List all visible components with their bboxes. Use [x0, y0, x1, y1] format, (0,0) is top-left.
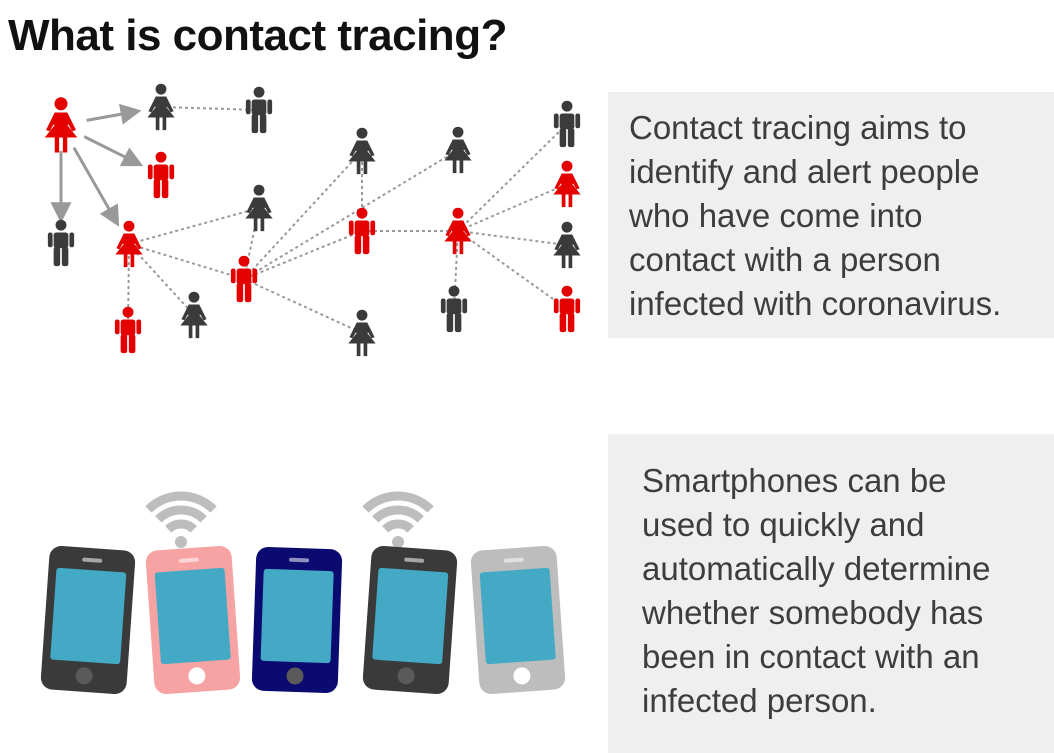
contact-link [243, 150, 363, 280]
contact-person-icon [440, 285, 468, 333]
contact-link [457, 230, 568, 246]
smartphones-explanation: Smartphones can be used to quickly and a… [608, 434, 1054, 753]
contact-dress-icon [245, 184, 273, 232]
contact-links [127, 106, 568, 334]
contact-link [243, 278, 363, 334]
contact-person-icon [245, 86, 273, 134]
page-title: What is contact tracing? [8, 11, 507, 60]
transmission-arrow [72, 146, 120, 227]
contact-dress-icon [444, 126, 472, 174]
smartphones-illustration [40, 491, 566, 695]
contact-link [457, 183, 568, 232]
contact-dress-icon [147, 83, 175, 131]
contact-tracing-explanation: Contact tracing aims to identify and ale… [608, 92, 1054, 338]
explanation-line: contact with a person [629, 241, 941, 278]
explanation-line: Smartphones can be [642, 462, 947, 499]
contact-link [127, 243, 130, 331]
people-icons [44, 83, 581, 357]
infected-person-icon [348, 207, 376, 255]
contact-link [453, 230, 459, 310]
contact-link [160, 106, 260, 111]
wifi-icon [145, 491, 217, 548]
infected-dress-icon [115, 220, 143, 268]
contact-dress-icon [180, 291, 208, 339]
contact-dress-icon [553, 221, 581, 269]
contact-link [128, 207, 260, 245]
explanation-line: automatically determine [642, 550, 991, 587]
infected-person-icon [230, 255, 258, 303]
smartphone-icon [40, 545, 136, 695]
smartphone-icon [251, 546, 343, 694]
wifi-signals [145, 491, 434, 548]
transmission-arrow [83, 135, 144, 167]
contact-person-icon [553, 100, 581, 148]
transmission-arrows [50, 103, 144, 227]
infected-person-icon [147, 151, 175, 199]
infected-person-icon [553, 285, 581, 333]
explanation-line: infected with coronavirus. [629, 285, 1002, 322]
contact-link [128, 243, 245, 280]
phones-row [40, 545, 566, 695]
explanation-line: infected person. [642, 682, 877, 719]
infected-dress-icon [553, 160, 581, 208]
smartphone-icon [145, 545, 241, 695]
smartphone-icon [362, 545, 458, 695]
infected-person-icon [114, 306, 142, 354]
explanation-line: who have come into [629, 197, 923, 234]
explanation-line: identify and alert people [629, 153, 980, 190]
contact-dress-icon [348, 127, 376, 175]
contact-link [128, 243, 195, 316]
explanation-line: been in contact with an [642, 638, 980, 675]
contact-dress-icon [348, 309, 376, 357]
explanation-line: Contact tracing aims to [629, 109, 967, 146]
transmission-arrow [86, 103, 142, 125]
infected-dress-icon [444, 207, 472, 255]
contact-link [457, 123, 568, 232]
explanation-line: used to quickly and [642, 506, 925, 543]
contact-network-diagram [44, 83, 581, 357]
contact-link [457, 230, 568, 310]
wifi-icon [362, 491, 434, 548]
smartphone-icon [470, 545, 566, 695]
contact-person-icon [47, 219, 75, 267]
explanation-line: whether somebody has [642, 594, 984, 631]
infected-dress-icon [44, 97, 78, 153]
